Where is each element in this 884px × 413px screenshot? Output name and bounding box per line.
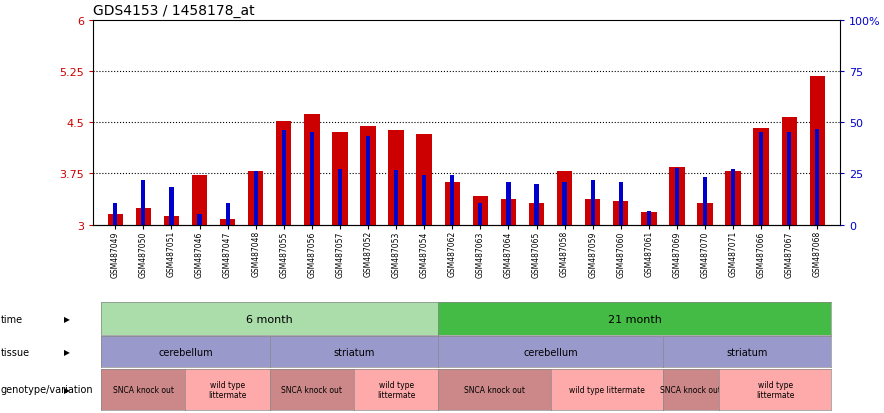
Text: wild type
littermate: wild type littermate — [209, 380, 247, 399]
Bar — [641, 213, 657, 225]
Bar — [810, 76, 825, 225]
Bar — [113, 203, 118, 225]
Bar — [585, 199, 600, 225]
Text: SNCA knock out: SNCA knock out — [113, 385, 174, 394]
Bar — [500, 199, 516, 225]
Bar — [535, 184, 538, 225]
Bar — [529, 203, 545, 225]
Text: GDS4153 / 1458178_at: GDS4153 / 1458178_at — [93, 4, 255, 18]
Bar — [557, 172, 572, 225]
Bar — [697, 203, 713, 225]
Bar — [309, 133, 314, 225]
Text: genotype/variation: genotype/variation — [1, 385, 94, 394]
Text: striatum: striatum — [727, 347, 768, 357]
Bar — [197, 215, 202, 225]
Bar — [254, 172, 258, 225]
Bar — [276, 121, 292, 225]
Bar — [613, 201, 629, 225]
Bar — [507, 183, 511, 225]
Bar — [304, 115, 320, 225]
Bar — [759, 133, 763, 225]
Text: ▶: ▶ — [64, 385, 70, 394]
Bar — [282, 131, 286, 225]
Bar — [591, 181, 595, 225]
Bar — [388, 131, 404, 225]
Bar — [726, 172, 741, 225]
Bar — [332, 133, 347, 225]
Bar — [248, 172, 263, 225]
Text: wild type
littermate: wild type littermate — [377, 380, 415, 399]
Bar — [731, 169, 735, 225]
Bar — [562, 183, 567, 225]
Text: ▶: ▶ — [64, 348, 70, 356]
Bar — [164, 217, 179, 225]
Bar — [170, 188, 173, 225]
Bar — [703, 178, 707, 225]
Bar — [135, 208, 151, 225]
Bar — [225, 203, 230, 225]
Text: 6 month: 6 month — [247, 314, 293, 324]
Bar — [647, 211, 651, 225]
Text: cerebellum: cerebellum — [158, 347, 213, 357]
Bar — [141, 181, 146, 225]
Bar — [416, 135, 432, 225]
Text: 21 month: 21 month — [608, 314, 662, 324]
Bar — [815, 130, 819, 225]
Bar — [669, 167, 684, 225]
Bar — [366, 137, 370, 225]
Text: striatum: striatum — [333, 347, 375, 357]
Bar — [220, 220, 235, 225]
Text: SNCA knock out: SNCA knock out — [464, 385, 525, 394]
Text: wild type
littermate: wild type littermate — [756, 380, 795, 399]
Text: cerebellum: cerebellum — [523, 347, 578, 357]
Text: tissue: tissue — [1, 347, 30, 357]
Bar — [361, 126, 376, 225]
Bar — [108, 215, 123, 225]
Bar — [422, 176, 426, 225]
Bar — [787, 133, 791, 225]
Bar — [450, 176, 454, 225]
Bar — [394, 171, 398, 225]
Bar — [619, 183, 623, 225]
Bar — [753, 128, 769, 225]
Text: wild type littermate: wild type littermate — [568, 385, 644, 394]
Text: SNCA knock out: SNCA knock out — [660, 385, 721, 394]
Bar — [473, 197, 488, 225]
Bar — [781, 117, 797, 225]
Bar — [338, 169, 342, 225]
Bar — [674, 169, 679, 225]
Text: ▶: ▶ — [64, 314, 70, 323]
Text: SNCA knock out: SNCA knock out — [281, 385, 342, 394]
Bar — [192, 176, 207, 225]
Bar — [445, 183, 460, 225]
Bar — [478, 203, 483, 225]
Text: time: time — [1, 314, 23, 324]
